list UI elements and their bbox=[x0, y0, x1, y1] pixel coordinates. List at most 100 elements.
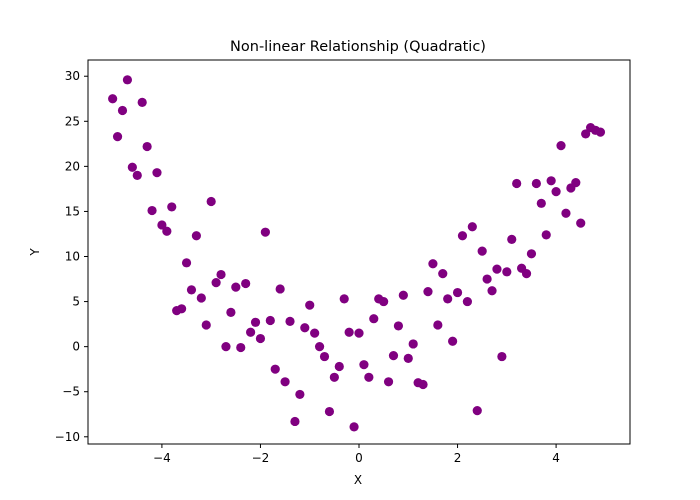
data-point bbox=[383, 377, 394, 387]
data-point bbox=[521, 269, 532, 279]
y-tick-label: 25 bbox=[65, 114, 80, 128]
plot-area: −4 −2 0 2 4 −10 −5 0 5 10 15 20 25 30 bbox=[55, 59, 631, 465]
data-point bbox=[467, 222, 477, 232]
x-axis-label: X bbox=[354, 473, 362, 487]
data-point bbox=[428, 259, 438, 269]
data-point bbox=[487, 286, 497, 296]
x-tick-label: 2 bbox=[454, 451, 462, 465]
data-point bbox=[541, 230, 551, 240]
data-point bbox=[127, 162, 137, 172]
x-tick-label: 4 bbox=[552, 451, 560, 465]
data-point bbox=[531, 178, 541, 189]
data-point bbox=[349, 422, 359, 432]
data-point bbox=[536, 198, 546, 208]
data-point bbox=[423, 287, 433, 297]
data-point bbox=[576, 218, 586, 228]
data-point bbox=[186, 285, 197, 295]
data-point bbox=[512, 178, 522, 189]
data-point bbox=[334, 361, 344, 372]
data-point bbox=[122, 75, 133, 85]
data-point bbox=[142, 141, 152, 152]
data-point bbox=[250, 317, 261, 327]
data-point bbox=[403, 353, 413, 363]
data-point bbox=[408, 339, 418, 349]
data-point bbox=[216, 269, 226, 280]
y-tick-label: 15 bbox=[65, 204, 80, 218]
data-point bbox=[452, 287, 463, 298]
data-point bbox=[497, 351, 507, 362]
y-tick-label: 5 bbox=[72, 295, 80, 309]
data-point bbox=[231, 282, 241, 292]
data-point bbox=[364, 372, 374, 382]
data-point bbox=[221, 342, 231, 352]
data-point bbox=[241, 278, 251, 289]
data-point bbox=[369, 314, 379, 324]
data-point bbox=[132, 170, 142, 180]
data-point bbox=[324, 406, 335, 417]
data-point bbox=[393, 321, 404, 331]
data-point bbox=[379, 296, 389, 307]
data-point bbox=[167, 202, 177, 212]
x-tick-label: −4 bbox=[153, 451, 171, 465]
data-point bbox=[181, 258, 192, 268]
data-point bbox=[157, 220, 167, 230]
data-point bbox=[546, 176, 556, 186]
data-point bbox=[295, 389, 305, 400]
data-point bbox=[507, 234, 517, 244]
data-point bbox=[177, 304, 187, 314]
y-tick-label: 0 bbox=[72, 340, 80, 354]
data-point bbox=[260, 227, 270, 237]
y-axis-label: Y bbox=[28, 248, 42, 257]
data-point bbox=[595, 127, 606, 137]
data-point bbox=[482, 274, 492, 284]
data-point bbox=[265, 315, 275, 326]
data-point bbox=[462, 296, 472, 307]
data-point bbox=[339, 294, 349, 304]
data-point bbox=[561, 208, 571, 218]
data-point bbox=[443, 294, 453, 304]
data-point bbox=[211, 278, 221, 288]
x-tick-label: −2 bbox=[252, 451, 270, 465]
data-point bbox=[551, 187, 561, 197]
x-tick-label: 0 bbox=[355, 451, 363, 465]
data-point bbox=[502, 267, 512, 277]
data-point bbox=[117, 105, 128, 116]
data-point bbox=[191, 231, 201, 241]
y-tick-label: −10 bbox=[55, 430, 80, 444]
data-point bbox=[344, 327, 354, 337]
data-point bbox=[329, 372, 339, 382]
data-point bbox=[246, 327, 256, 337]
data-point bbox=[290, 416, 300, 427]
data-point bbox=[354, 328, 364, 338]
data-point bbox=[526, 249, 537, 259]
data-point bbox=[556, 141, 566, 151]
data-point bbox=[137, 97, 147, 107]
y-tick-label: −5 bbox=[62, 385, 80, 399]
data-point bbox=[398, 290, 408, 300]
data-point bbox=[112, 132, 123, 142]
data-point bbox=[492, 264, 502, 274]
data-point bbox=[162, 226, 172, 236]
data-point bbox=[418, 379, 428, 390]
data-point bbox=[433, 320, 443, 330]
data-point bbox=[108, 94, 118, 104]
data-point bbox=[226, 307, 236, 317]
data-point bbox=[255, 333, 266, 344]
chart-title: Non-linear Relationship (Quadratic) bbox=[230, 39, 486, 55]
data-point bbox=[280, 377, 290, 387]
data-point bbox=[477, 246, 487, 256]
y-tick-label: 20 bbox=[65, 159, 80, 173]
data-point bbox=[388, 351, 399, 361]
data-point bbox=[314, 342, 325, 352]
data-point bbox=[201, 320, 211, 330]
data-point bbox=[147, 205, 157, 216]
y-tick-label: 30 bbox=[65, 69, 80, 83]
data-point bbox=[206, 196, 216, 207]
data-point bbox=[236, 342, 246, 353]
data-point bbox=[581, 129, 591, 139]
data-point bbox=[571, 177, 581, 188]
data-point bbox=[438, 269, 448, 279]
y-tick-label: 10 bbox=[65, 250, 80, 264]
